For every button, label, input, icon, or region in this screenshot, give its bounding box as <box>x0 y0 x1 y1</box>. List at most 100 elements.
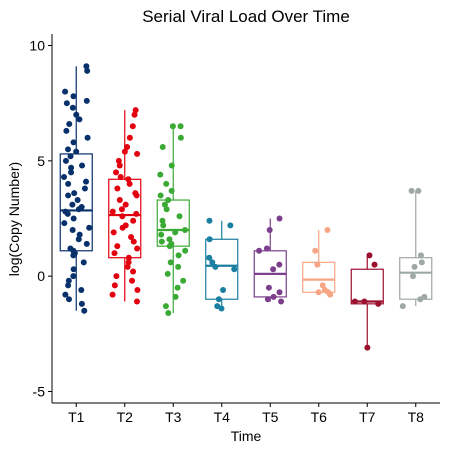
data-point <box>266 227 273 234</box>
x-tick-label: T8 <box>408 409 425 425</box>
data-point <box>161 201 168 208</box>
data-point <box>182 247 189 254</box>
data-point <box>174 284 181 291</box>
data-point <box>181 227 188 234</box>
data-point <box>375 300 382 307</box>
data-point <box>314 261 321 268</box>
data-point <box>180 277 187 284</box>
data-point <box>172 293 179 300</box>
data-point <box>61 173 68 180</box>
data-point <box>278 298 285 305</box>
data-point <box>319 282 326 289</box>
data-point <box>73 148 80 155</box>
box-group-t4 <box>205 217 239 312</box>
data-point <box>371 261 378 268</box>
data-point <box>206 236 213 243</box>
x-tick-label: T2 <box>117 409 134 425</box>
box-group-t7 <box>350 252 384 351</box>
data-point <box>116 162 123 169</box>
data-point <box>86 224 93 231</box>
data-point <box>218 305 225 312</box>
data-point <box>160 222 167 229</box>
data-point <box>76 231 83 238</box>
data-point <box>366 252 373 259</box>
data-point <box>69 201 76 208</box>
data-point <box>110 229 117 236</box>
data-point <box>215 296 222 303</box>
data-point <box>66 120 73 127</box>
data-point <box>209 259 216 266</box>
data-point <box>80 259 87 266</box>
data-point <box>70 215 77 222</box>
box <box>108 178 142 259</box>
plot-area <box>59 63 433 351</box>
data-point <box>417 296 424 303</box>
data-point <box>126 134 133 141</box>
data-point <box>75 206 82 213</box>
data-point <box>124 144 131 151</box>
data-point <box>83 97 90 104</box>
data-point <box>75 236 82 243</box>
box-group-t2 <box>108 107 142 305</box>
data-point <box>159 144 166 151</box>
data-point <box>63 100 70 107</box>
data-point <box>324 227 331 234</box>
data-point <box>113 273 120 280</box>
x-tick-label: T5 <box>262 409 279 425</box>
chart-title: Serial Viral Load Over Time <box>142 7 350 26</box>
data-point <box>68 164 75 171</box>
y-axis-ticks: -5 0 5 10 <box>29 38 52 399</box>
data-point <box>130 238 137 245</box>
data-point <box>83 240 90 247</box>
data-point <box>176 213 183 220</box>
data-point <box>169 123 176 130</box>
data-point <box>73 111 80 118</box>
data-point <box>418 259 425 266</box>
box <box>399 257 433 300</box>
data-point <box>206 254 213 261</box>
data-point <box>81 185 88 192</box>
data-point <box>158 231 165 238</box>
data-point <box>109 208 116 215</box>
data-point <box>133 192 140 199</box>
box-group-t8 <box>399 187 433 310</box>
data-point <box>81 307 88 314</box>
data-point <box>133 210 140 217</box>
data-point <box>134 245 141 252</box>
x-axis-title: Time <box>231 428 262 444</box>
data-point <box>114 185 121 192</box>
data-point <box>74 197 81 204</box>
data-point <box>114 243 121 250</box>
data-point <box>68 169 75 176</box>
data-point <box>415 187 422 194</box>
data-point <box>78 286 85 293</box>
data-point <box>62 157 69 164</box>
x-tick-label: T3 <box>165 409 182 425</box>
box-group-t6 <box>302 227 336 298</box>
data-point <box>159 217 166 224</box>
data-point <box>133 298 140 305</box>
data-point <box>399 303 406 310</box>
data-point <box>111 282 118 289</box>
data-point <box>117 173 124 180</box>
y-axis-title: log(Copy Number) <box>6 162 22 276</box>
data-point <box>125 176 132 183</box>
data-point <box>84 134 91 141</box>
data-point <box>65 296 72 303</box>
y-tick-label: -5 <box>33 383 46 399</box>
x-tick-label: T1 <box>68 409 85 425</box>
data-point <box>69 227 76 234</box>
data-point <box>264 296 271 303</box>
data-point <box>212 263 219 270</box>
y-tick-label: 0 <box>37 268 45 284</box>
box-group-t3 <box>156 123 190 317</box>
data-point <box>83 178 90 185</box>
data-point <box>166 236 173 243</box>
data-point <box>167 259 174 266</box>
data-point <box>177 123 184 130</box>
data-point <box>126 180 133 187</box>
data-point <box>157 192 164 199</box>
data-point <box>129 277 136 284</box>
data-point <box>231 266 238 273</box>
data-point <box>65 180 72 187</box>
